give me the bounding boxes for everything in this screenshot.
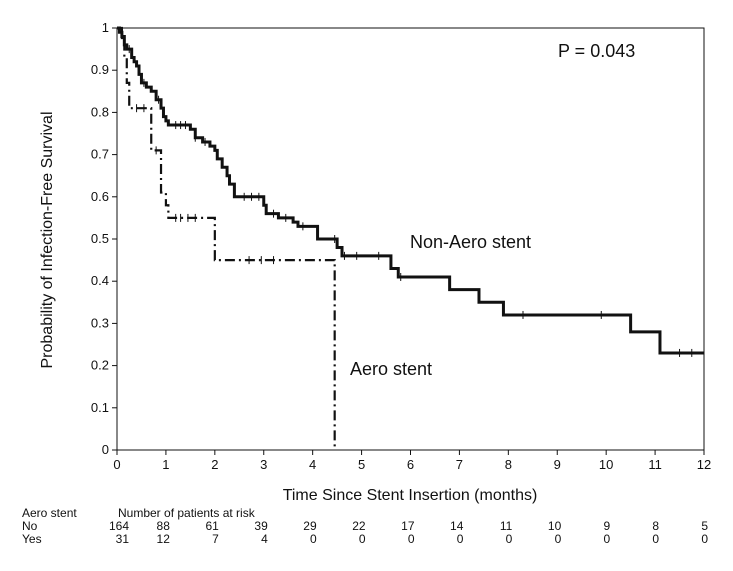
risk-table-title: Number of patients at risk: [118, 506, 256, 520]
risk-count-cell: 29: [303, 519, 317, 533]
y-tick-label: 0.2: [91, 358, 109, 373]
censor-marks: [128, 45, 693, 357]
y-tick-label: 0.7: [91, 147, 109, 162]
risk-count-cell: 9: [603, 519, 610, 533]
y-tick-label: 1: [102, 20, 109, 35]
risk-count-cell: 12: [157, 532, 171, 546]
risk-count-cell: 22: [352, 519, 366, 533]
risk-row-label-yes: Yes: [22, 532, 42, 546]
x-tick-label: 12: [697, 457, 711, 472]
x-tick-label: 9: [554, 457, 561, 472]
risk-count-cell: 88: [157, 519, 171, 533]
x-tick-label: 3: [260, 457, 267, 472]
risk-count-cell: 0: [506, 532, 513, 546]
series-label-non-aero: Non-Aero stent: [410, 232, 531, 252]
y-tick-label: 0.8: [91, 104, 109, 119]
x-axis-title: Time Since Stent Insertion (months): [283, 487, 538, 504]
y-tick-label: 0.1: [91, 400, 109, 415]
risk-count-cell: 0: [652, 532, 659, 546]
x-tick-label: 10: [599, 457, 613, 472]
risk-count-cell: 14: [450, 519, 464, 533]
risk-count-cell: 31: [116, 532, 130, 546]
y-tick-label: 0: [102, 442, 109, 457]
y-tick-label: 0.5: [91, 231, 109, 246]
risk-count-cell: 8: [652, 519, 659, 533]
risk-group-header: Aero stent: [22, 506, 77, 520]
p-value-annotation: P = 0.043: [558, 41, 635, 61]
y-tick-label: 0.6: [91, 189, 109, 204]
x-tick-label: 0: [113, 457, 120, 472]
risk-count-cell: 11: [500, 519, 513, 533]
x-tick-label: 7: [456, 457, 463, 472]
risk-count-cell: 0: [603, 532, 610, 546]
y-tick-label: 0.4: [91, 273, 109, 288]
series-line-non-aero: [117, 26, 704, 355]
series-line-aero: [117, 26, 336, 450]
risk-count-cell: 0: [457, 532, 464, 546]
x-tick-label: 4: [309, 457, 316, 472]
series-label-aero: Aero stent: [350, 359, 432, 379]
risk-count-cell: 0: [310, 532, 317, 546]
risk-count-cell: 0: [359, 532, 366, 546]
risk-count-cell: 10: [548, 519, 562, 533]
risk-count-cell: 61: [205, 519, 219, 533]
x-tick-label: 5: [358, 457, 365, 472]
risk-row-label-no: No: [22, 519, 38, 533]
risk-count-cell: 0: [701, 532, 708, 546]
x-axis: 0 1 2 3 4 5 6 7 8 9 10 11 12: [113, 450, 711, 472]
y-tick-label: 0.3: [91, 315, 109, 330]
risk-count-cell: 7: [212, 532, 219, 546]
risk-count-cell: 0: [408, 532, 415, 546]
risk-count-cell: 5: [701, 519, 708, 533]
risk-count-cell: 39: [254, 519, 268, 533]
y-tick-label: 0.9: [91, 62, 109, 77]
x-tick-label: 2: [211, 457, 218, 472]
x-tick-label: 8: [505, 457, 512, 472]
x-tick-label: 6: [407, 457, 414, 472]
risk-table-counts: 164 88 61 39 29 22 17 14 11 10 9 8 5 31 12 7 4 0 0 0 0 0 0 0 0 0: [109, 519, 708, 546]
risk-count-cell: 4: [261, 532, 268, 546]
risk-count-cell: 0: [555, 532, 562, 546]
survival-curves: [117, 26, 704, 450]
x-tick-label: 1: [162, 457, 169, 472]
y-axis-title: Probability of Infection-Free Survival: [39, 112, 56, 369]
risk-count-cell: 164: [109, 519, 129, 533]
risk-count-cell: 17: [401, 519, 415, 533]
x-tick-label: 11: [648, 457, 662, 472]
y-axis: 0 0.1 0.2 0.3 0.4 0.5 0.6 0.7 0.8 0.9 1: [91, 20, 117, 457]
